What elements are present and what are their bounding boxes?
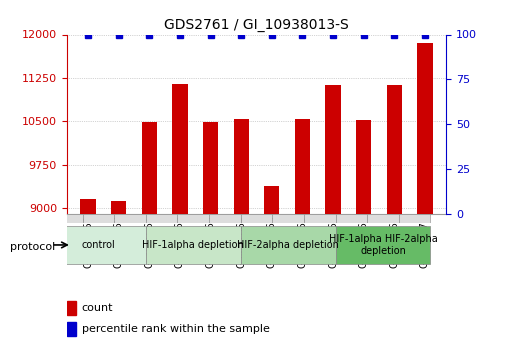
Bar [325, 85, 341, 214]
FancyBboxPatch shape [146, 214, 177, 223]
FancyBboxPatch shape [304, 214, 336, 223]
FancyBboxPatch shape [272, 214, 304, 223]
Text: count: count [82, 303, 113, 313]
FancyBboxPatch shape [146, 226, 241, 264]
Text: control: control [82, 240, 115, 250]
FancyBboxPatch shape [114, 214, 146, 223]
Bar [142, 122, 157, 214]
Bar [67, 301, 76, 315]
FancyBboxPatch shape [336, 226, 430, 264]
Bar [233, 119, 249, 214]
Bar [356, 120, 371, 214]
Text: protocol: protocol [10, 242, 55, 252]
FancyBboxPatch shape [51, 214, 83, 223]
Bar [264, 186, 280, 214]
FancyBboxPatch shape [367, 214, 399, 223]
Text: percentile rank within the sample: percentile rank within the sample [82, 324, 270, 334]
Bar [111, 201, 126, 214]
Title: GDS2761 / GI_10938013-S: GDS2761 / GI_10938013-S [164, 18, 349, 32]
Bar [417, 43, 432, 214]
Bar [295, 119, 310, 214]
Text: HIF-2alpha depletion: HIF-2alpha depletion [237, 240, 339, 250]
FancyBboxPatch shape [51, 226, 146, 264]
FancyBboxPatch shape [399, 214, 430, 223]
FancyBboxPatch shape [177, 214, 209, 223]
Bar [81, 199, 96, 214]
FancyBboxPatch shape [83, 214, 114, 223]
Bar [67, 322, 76, 336]
Bar [203, 122, 218, 214]
Bar [172, 84, 188, 214]
Text: HIF-1alpha depletion: HIF-1alpha depletion [142, 240, 244, 250]
FancyBboxPatch shape [241, 226, 336, 264]
FancyBboxPatch shape [336, 214, 367, 223]
FancyBboxPatch shape [241, 214, 272, 223]
Bar [387, 85, 402, 214]
FancyBboxPatch shape [209, 214, 241, 223]
Text: HIF-1alpha HIF-2alpha
depletion: HIF-1alpha HIF-2alpha depletion [329, 234, 438, 256]
